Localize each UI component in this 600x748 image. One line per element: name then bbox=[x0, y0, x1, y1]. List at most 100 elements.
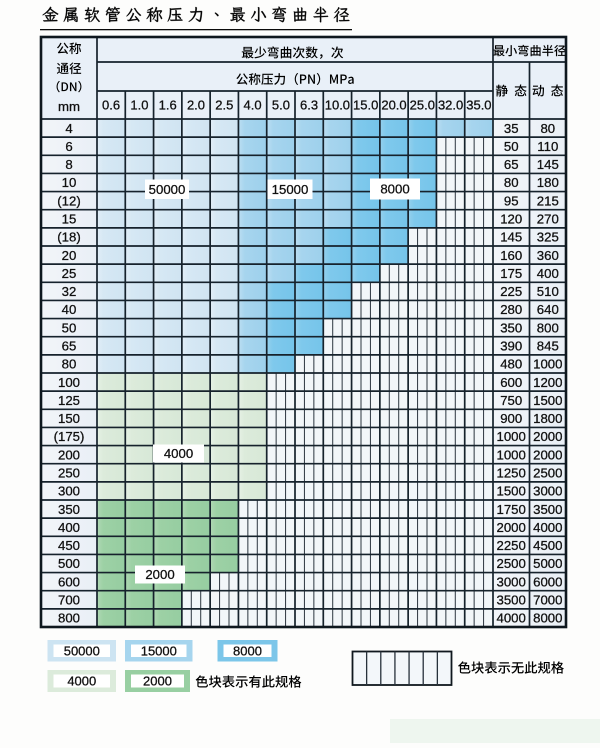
svg-text:15: 15 bbox=[62, 212, 77, 227]
svg-text:(18): (18) bbox=[57, 230, 80, 245]
svg-text:845: 845 bbox=[537, 339, 559, 354]
svg-text:1800: 1800 bbox=[533, 411, 562, 426]
svg-text:10: 10 bbox=[62, 175, 77, 190]
svg-text:100: 100 bbox=[58, 375, 80, 390]
svg-text:32.0: 32.0 bbox=[438, 98, 463, 113]
svg-text:6: 6 bbox=[65, 139, 72, 154]
svg-text:3500: 3500 bbox=[497, 593, 526, 608]
svg-text:400: 400 bbox=[537, 266, 559, 281]
svg-text:120: 120 bbox=[500, 212, 522, 227]
svg-text:(175): (175) bbox=[54, 429, 85, 444]
svg-text:95: 95 bbox=[504, 193, 519, 208]
svg-text:6000: 6000 bbox=[533, 574, 562, 589]
svg-text:5.0: 5.0 bbox=[272, 98, 290, 113]
svg-text:480: 480 bbox=[500, 357, 522, 372]
svg-text:4000: 4000 bbox=[164, 446, 193, 461]
svg-text:35.0: 35.0 bbox=[466, 98, 491, 113]
svg-text:1250: 1250 bbox=[497, 466, 526, 481]
svg-text:50: 50 bbox=[504, 139, 519, 154]
svg-text:350: 350 bbox=[500, 320, 522, 335]
svg-text:25.0: 25.0 bbox=[410, 98, 435, 113]
svg-text:1500: 1500 bbox=[533, 393, 562, 408]
svg-text:8000: 8000 bbox=[533, 611, 562, 626]
svg-text:450: 450 bbox=[58, 538, 80, 553]
svg-text:1000: 1000 bbox=[497, 447, 526, 462]
svg-text:2000: 2000 bbox=[533, 447, 562, 462]
svg-text:900: 900 bbox=[500, 411, 522, 426]
svg-text:750: 750 bbox=[500, 393, 522, 408]
svg-text:32: 32 bbox=[62, 284, 77, 299]
svg-text:180: 180 bbox=[537, 175, 559, 190]
svg-text:20: 20 bbox=[62, 248, 77, 263]
svg-text:400: 400 bbox=[58, 520, 80, 535]
svg-text:2000: 2000 bbox=[533, 429, 562, 444]
svg-text:8000: 8000 bbox=[380, 182, 409, 197]
svg-text:145: 145 bbox=[500, 230, 522, 245]
svg-text:510: 510 bbox=[537, 284, 559, 299]
svg-text:2000: 2000 bbox=[497, 520, 526, 535]
svg-text:1500: 1500 bbox=[497, 484, 526, 499]
svg-text:2.5: 2.5 bbox=[215, 98, 233, 113]
svg-text:2.0: 2.0 bbox=[187, 98, 205, 113]
svg-text:2000: 2000 bbox=[145, 567, 174, 582]
svg-text:20.0: 20.0 bbox=[381, 98, 406, 113]
svg-text:10.0: 10.0 bbox=[325, 98, 350, 113]
svg-text:160: 160 bbox=[500, 248, 522, 263]
svg-text:1750: 1750 bbox=[497, 502, 526, 517]
svg-text:mm: mm bbox=[58, 99, 80, 114]
svg-text:8: 8 bbox=[65, 157, 72, 172]
svg-text:25: 25 bbox=[62, 266, 77, 281]
svg-text:1.6: 1.6 bbox=[159, 98, 177, 113]
svg-text:215: 215 bbox=[537, 193, 559, 208]
svg-text:600: 600 bbox=[58, 574, 80, 589]
svg-text:325: 325 bbox=[537, 230, 559, 245]
svg-text:175: 175 bbox=[500, 266, 522, 281]
svg-text:700: 700 bbox=[58, 593, 80, 608]
svg-text:800: 800 bbox=[58, 611, 80, 626]
svg-text:80: 80 bbox=[62, 357, 77, 372]
svg-text:2500: 2500 bbox=[497, 556, 526, 571]
svg-text:1000: 1000 bbox=[533, 357, 562, 372]
svg-text:4.0: 4.0 bbox=[244, 98, 262, 113]
svg-text:2250: 2250 bbox=[497, 538, 526, 553]
svg-text:2000: 2000 bbox=[143, 674, 172, 689]
svg-text:5000: 5000 bbox=[533, 556, 562, 571]
svg-text:35: 35 bbox=[504, 121, 519, 136]
svg-text:3000: 3000 bbox=[497, 574, 526, 589]
svg-text:50000: 50000 bbox=[64, 643, 100, 658]
svg-text:2500: 2500 bbox=[533, 466, 562, 481]
svg-text:4000: 4000 bbox=[533, 520, 562, 535]
svg-text:270: 270 bbox=[537, 212, 559, 227]
svg-text:3500: 3500 bbox=[533, 502, 562, 517]
svg-text:300: 300 bbox=[58, 484, 80, 499]
svg-text:65: 65 bbox=[62, 339, 77, 354]
svg-text:65: 65 bbox=[504, 157, 519, 172]
svg-text:110: 110 bbox=[537, 139, 558, 154]
svg-text:250: 250 bbox=[58, 466, 80, 481]
svg-text:4000: 4000 bbox=[497, 611, 526, 626]
svg-text:600: 600 bbox=[500, 375, 522, 390]
svg-text:(12): (12) bbox=[57, 193, 80, 208]
svg-text:360: 360 bbox=[537, 248, 559, 263]
svg-text:15000: 15000 bbox=[272, 182, 309, 197]
svg-text:0.6: 0.6 bbox=[102, 98, 120, 113]
svg-text:225: 225 bbox=[500, 284, 522, 299]
svg-text:145: 145 bbox=[537, 157, 559, 172]
svg-text:15.0: 15.0 bbox=[353, 98, 378, 113]
svg-text:80: 80 bbox=[504, 175, 519, 190]
svg-text:4500: 4500 bbox=[533, 538, 562, 553]
svg-text:7000: 7000 bbox=[533, 593, 562, 608]
svg-text:3000: 3000 bbox=[533, 484, 562, 499]
svg-text:4: 4 bbox=[65, 121, 72, 136]
svg-text:6.3: 6.3 bbox=[300, 98, 318, 113]
svg-text:40: 40 bbox=[62, 302, 77, 317]
svg-text:150: 150 bbox=[58, 411, 80, 426]
svg-text:8000: 8000 bbox=[233, 643, 262, 658]
svg-text:15000: 15000 bbox=[141, 643, 177, 658]
svg-text:280: 280 bbox=[500, 302, 522, 317]
svg-text:200: 200 bbox=[58, 447, 80, 462]
svg-text:640: 640 bbox=[537, 302, 559, 317]
svg-text:4000: 4000 bbox=[67, 674, 96, 689]
svg-text:500: 500 bbox=[58, 556, 80, 571]
svg-text:1.0: 1.0 bbox=[130, 98, 148, 113]
